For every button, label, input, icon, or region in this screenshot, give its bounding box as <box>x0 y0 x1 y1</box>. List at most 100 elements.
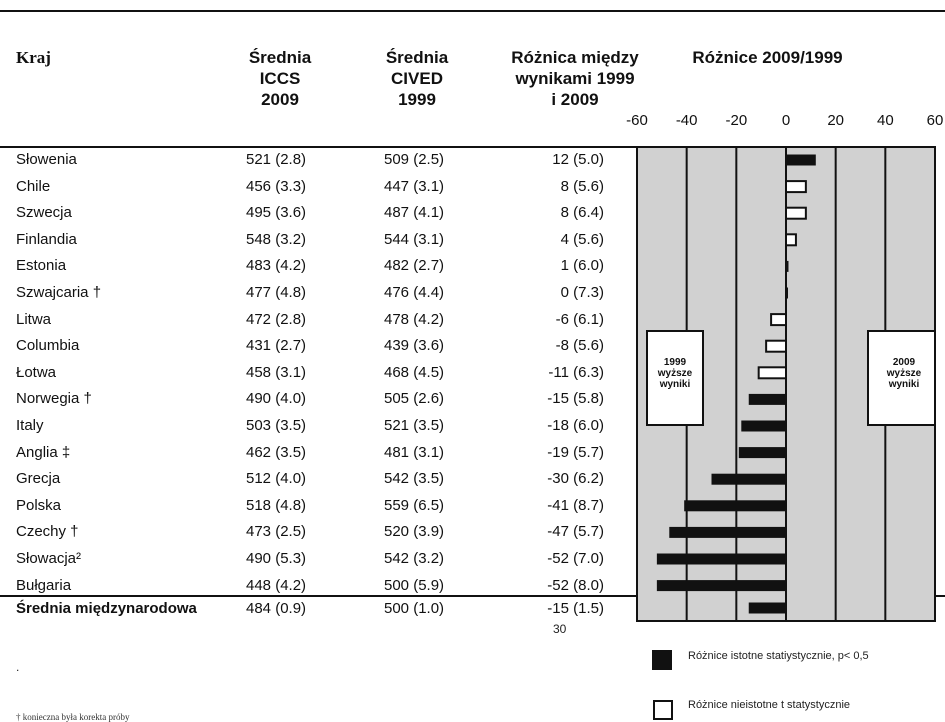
country-name: Anglia ‡ <box>16 443 71 461</box>
score-difference: -11 (6.3) <box>548 363 604 381</box>
annotation-1999-line-2: wyższe <box>657 368 693 379</box>
stray-dot: . <box>16 660 20 674</box>
cived-score: 544 (3.1) <box>384 230 445 248</box>
country-name: Litwa <box>16 310 52 328</box>
country-name: Słowenia <box>16 151 77 168</box>
country-name: Finlandia <box>16 230 77 248</box>
header-iccs-line-3: 2009 <box>261 90 299 109</box>
iccs-score: 462 (3.5) <box>246 443 307 461</box>
cived-score: 478 (4.2) <box>384 310 445 328</box>
table-row: Norwegia † 490 (4.0) 505 (2.6) -15 (5.8) <box>0 386 640 412</box>
bar <box>656 580 786 592</box>
country-name: Szwajcaria † <box>16 284 102 301</box>
score-difference: -8 (5.6) <box>555 337 604 355</box>
average-iccs: 484 (0.9) <box>246 600 307 617</box>
annotation-2009-line-2: wyższe <box>886 368 922 379</box>
bar <box>786 287 788 299</box>
score-difference: 8 (5.6) <box>560 177 604 195</box>
header-cived-line-3: 1999 <box>398 90 436 109</box>
cived-score: 500 (5.9) <box>384 576 445 594</box>
legend-significant-label: Różnice istotne statiystycznie, p< 0,5 <box>688 650 869 662</box>
bar <box>785 206 807 220</box>
table-row: Łotwa 458 (3.1) 468 (4.5) -11 (6.3) <box>0 360 640 386</box>
score-difference: -52 (8.0) <box>547 576 604 594</box>
header-cived-line-1: Średnia <box>385 48 449 67</box>
annotation-1999-higher: 1999 wyższe wyniki <box>651 357 699 390</box>
header-diff-line-1: Różnica między <box>511 48 639 67</box>
iccs-score: 448 (4.2) <box>246 576 307 594</box>
annotation-2009-line-1: 2009 <box>892 357 916 368</box>
table-row: Litwa 472 (2.8) 478 (4.2) -6 (6.1) <box>0 307 640 333</box>
header-cived-line-2: CIVED <box>391 69 443 88</box>
iccs-score: 512 (4.0) <box>246 470 307 488</box>
score-difference: 1 (6.0) <box>560 257 604 275</box>
table-row: Szwecja 495 (3.6) 487 (4.1) 8 (6.4) <box>0 200 640 226</box>
legend-not-significant-swatch <box>653 700 673 720</box>
bar <box>785 180 807 194</box>
score-difference: -30 (6.2) <box>547 470 604 488</box>
bar <box>748 393 786 405</box>
bar <box>786 260 789 272</box>
score-difference: 4 (5.6) <box>560 230 604 248</box>
country-name: Łotwa <box>16 363 57 381</box>
annotation-1999-line-1: 1999 <box>663 357 687 368</box>
cived-score: 476 (4.4) <box>384 284 445 301</box>
score-difference: -6 (6.1) <box>555 310 604 328</box>
x-tick-label: 0 <box>781 112 791 129</box>
x-tick-label: 40 <box>876 112 894 129</box>
header-difference: Różnica między wynikami 1999 i 2009 <box>490 47 660 110</box>
header-iccs-2009: Średnia ICCS 2009 <box>225 47 335 110</box>
score-difference: 0 (7.3) <box>560 284 604 301</box>
cived-score: 542 (3.5) <box>384 470 445 488</box>
iccs-score: 473 (2.5) <box>246 523 307 541</box>
bar <box>741 420 786 432</box>
cived-score: 521 (3.5) <box>384 417 445 434</box>
table-row: Bułgaria 448 (4.2) 500 (5.9) -52 (8.0) <box>0 573 640 599</box>
table-row: Columbia 431 (2.7) 439 (3.6) -8 (5.6) <box>0 333 640 359</box>
iccs-score: 472 (2.8) <box>246 310 307 328</box>
table-row: Finlandia 548 (3.2) 544 (3.1) 4 (5.6) <box>0 227 640 253</box>
bar <box>669 526 786 538</box>
country-name: Italy <box>16 417 44 434</box>
bar <box>748 602 786 614</box>
iccs-score: 490 (4.0) <box>246 390 307 408</box>
legend-significant-swatch <box>652 650 672 670</box>
iccs-score: 518 (4.8) <box>246 496 307 514</box>
country-name: Columbia <box>16 337 80 355</box>
country-name: Grecja <box>16 470 61 488</box>
score-difference: -52 (7.0) <box>547 550 604 567</box>
bar <box>711 473 786 485</box>
header-iccs-line-1: Średnia <box>248 48 312 67</box>
chart-title: Różnice 2009/1999 <box>692 48 843 67</box>
bar <box>656 553 786 565</box>
country-name: Słowacja² <box>16 550 82 567</box>
international-average-row: Średnia międzynarodowa 484 (0.9) 500 (1.0)… <box>0 596 640 622</box>
legend-not-significant-label: Różnice nieistotne t statystycznie <box>688 699 851 711</box>
table-row: Estonia 483 (4.2) 482 (2.7) 1 (6.0) <box>0 253 640 279</box>
iccs-score: 521 (2.8) <box>246 151 307 168</box>
cived-score: 487 (4.1) <box>384 204 445 222</box>
country-name: Chile <box>16 177 51 195</box>
iccs-score: 503 (3.5) <box>246 417 307 434</box>
bar <box>785 233 797 247</box>
bar <box>765 339 788 353</box>
cived-score: 520 (3.9) <box>384 523 445 541</box>
iccs-score: 495 (3.6) <box>246 204 307 222</box>
x-tick-label: -20 <box>725 112 748 129</box>
x-tick-label: 60 <box>926 112 944 129</box>
header-diff-line-2: wynikami 1999 <box>515 69 635 88</box>
score-difference: -15 (5.8) <box>547 390 604 408</box>
cived-score: 439 (3.6) <box>384 337 445 355</box>
table-row: Czechy † 473 (2.5) 520 (3.9) -47 (5.7) <box>0 519 640 545</box>
score-difference: 12 (5.0) <box>552 151 604 168</box>
iccs-score: 431 (2.7) <box>246 337 307 355</box>
country-name: Szwecja <box>16 204 72 222</box>
annotation-box-right <box>867 330 936 426</box>
bar <box>738 447 786 459</box>
average-cived: 500 (1.0) <box>384 600 445 617</box>
table-row: Chile 456 (3.3) 447 (3.1) 8 (5.6) <box>0 174 640 200</box>
page-number: 30 <box>553 622 567 636</box>
iccs-score: 548 (3.2) <box>246 230 307 248</box>
annotation-box-left <box>646 330 704 426</box>
